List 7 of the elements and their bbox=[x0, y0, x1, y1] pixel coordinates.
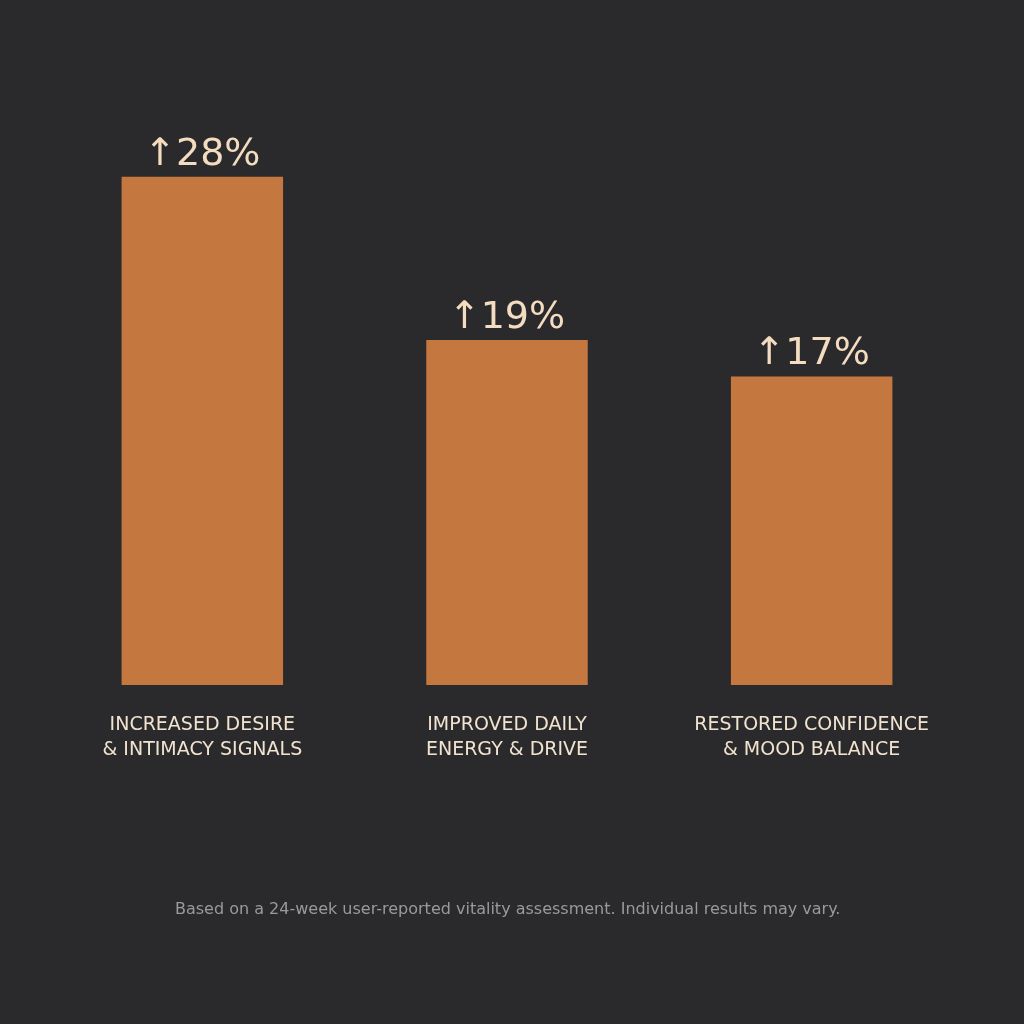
data-label: ↑28% bbox=[144, 129, 261, 174]
data-label: ↑19% bbox=[448, 293, 566, 338]
text: Based on a 24-week user-reported vitality assessment. Individual results may vary. bbox=[175, 899, 841, 918]
x-tick-label: INCREASED DESIRE & INTIMACY SIGNALS bbox=[102, 712, 303, 759]
x-tick-label: RESTORED CONFIDENCE & MOOD BALANCE bbox=[694, 712, 930, 759]
data-label: ↑17% bbox=[753, 329, 870, 374]
x-tick-label: IMPROVED DAILY ENERGY & DRIVE bbox=[425, 712, 589, 759]
